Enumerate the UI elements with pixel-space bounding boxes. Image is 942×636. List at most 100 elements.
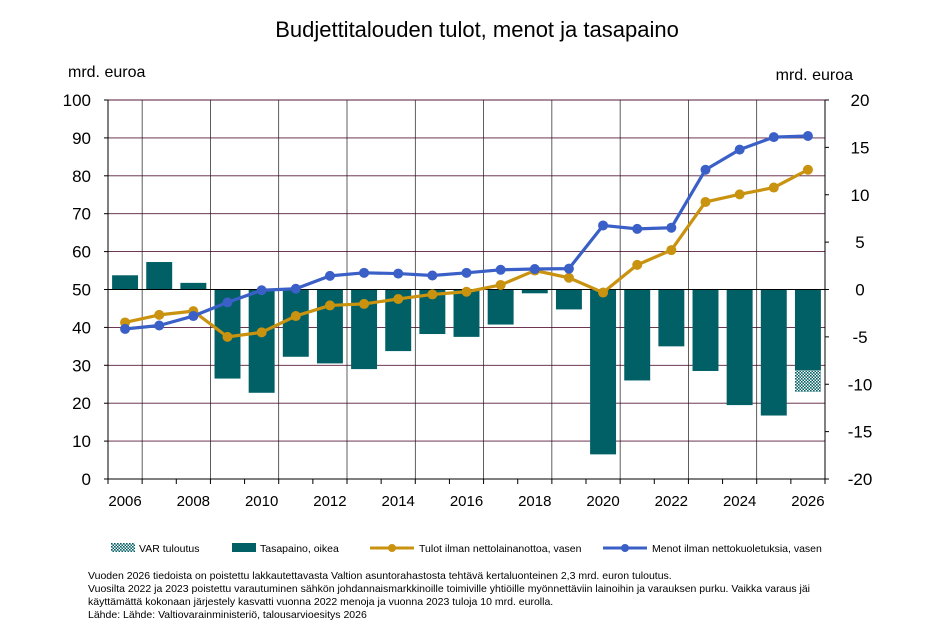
x-tick-label: 2014 — [382, 493, 415, 510]
y-tick-label-left: 0 — [82, 470, 91, 489]
point-expenditure-2019 — [563, 263, 574, 274]
y-tick-label-left: 100 — [63, 91, 91, 110]
point-expenditure-2016 — [461, 267, 472, 278]
x-tick-label: 2010 — [245, 493, 278, 510]
point-expenditure-2009 — [222, 297, 233, 308]
point-expenditure-2020 — [598, 220, 609, 231]
bar-balance-2011 — [282, 289, 309, 357]
footnote-derivatives-2: käyttämättä kokonaan järjestely kasvatti… — [88, 596, 554, 608]
y-tick-label-left: 70 — [72, 205, 91, 224]
legend-item: VAR tuloutus — [111, 543, 200, 555]
legend-swatch-marker — [621, 544, 629, 552]
point-revenue-2007 — [154, 309, 165, 320]
x-tick-label: 2012 — [313, 493, 346, 510]
footnotes: Vuoden 2026 tiedoista on poistettu lakka… — [88, 570, 928, 622]
legend-swatch-balance — [232, 543, 256, 552]
chart: Budjettitalouden tulot, menot ja tasapai… — [63, 17, 873, 555]
y-tick-label-left: 10 — [72, 432, 91, 451]
bar-balance-2017 — [487, 289, 514, 325]
point-expenditure-2010 — [256, 285, 267, 296]
bar-balance-2025 — [760, 289, 787, 416]
legend-item: Tulot ilman nettolainanottoa, vasen — [370, 543, 582, 555]
y-tick-label-left: 80 — [72, 167, 91, 186]
point-expenditure-2011 — [290, 283, 301, 294]
point-expenditure-2008 — [188, 311, 199, 322]
bar-balance-2020 — [590, 289, 617, 455]
chart-title: Budjettitalouden tulot, menot ja tasapai… — [275, 17, 679, 42]
bar-balance-2016 — [453, 289, 480, 337]
bar-balance-2006 — [112, 275, 139, 290]
tick-labels: 0 10 20 30 40 50 60 70 80 90 100 -20 -15 -10 -5 0 5 10 15 2… — [63, 91, 873, 510]
bar-balance-2007 — [146, 262, 173, 290]
point-revenue-2020 — [598, 287, 609, 298]
y-tick-label-right: -15 — [848, 423, 873, 442]
point-revenue-2009 — [222, 331, 233, 342]
x-tick-label: 2018 — [518, 493, 551, 510]
point-expenditure-2021 — [632, 223, 643, 234]
legend: VAR tuloutus Tasapaino, oikea Tulot ilman … — [111, 543, 822, 555]
point-expenditure-2022 — [666, 222, 677, 233]
point-revenue-2015 — [427, 289, 438, 300]
point-revenue-2024 — [734, 189, 745, 200]
point-revenue-2012 — [324, 300, 335, 311]
point-revenue-2014 — [393, 293, 404, 304]
point-expenditure-2018 — [529, 264, 540, 275]
point-revenue-2016 — [461, 286, 472, 297]
point-revenue-2025 — [768, 182, 779, 193]
x-tick-label: 2022 — [655, 493, 688, 510]
y-tick-label-left: 50 — [72, 281, 91, 300]
x-tick-label: 2026 — [791, 493, 824, 510]
point-expenditure-2012 — [324, 270, 335, 281]
x-tick-label: 2016 — [450, 493, 483, 510]
point-revenue-2023 — [700, 196, 711, 207]
bar-var-2026 — [794, 370, 821, 392]
bars — [112, 262, 821, 455]
y-tick-label-right: -5 — [852, 328, 867, 347]
footnote-var: Vuoden 2026 tiedoista on poistettu lakka… — [88, 570, 672, 582]
point-revenue-2019 — [563, 272, 574, 283]
legend-label: Tasapaino, oikea — [260, 543, 339, 555]
y-tick-label-left: 90 — [72, 129, 91, 148]
point-expenditure-2007 — [154, 320, 165, 331]
bar-balance-2024 — [726, 289, 753, 406]
point-expenditure-2023 — [700, 164, 711, 175]
y-tick-label-right: 15 — [851, 138, 870, 157]
point-expenditure-2017 — [495, 264, 506, 275]
bar-balance-2019 — [555, 289, 582, 310]
y-tick-label-left: 30 — [72, 356, 91, 375]
y-tick-label-left: 20 — [72, 394, 91, 413]
point-revenue-2021 — [632, 259, 643, 270]
bar-balance-2022 — [658, 289, 685, 347]
footnote-source: Lähde: Lähde: Valtiovarainministeriö, ta… — [88, 609, 367, 621]
point-revenue-2022 — [666, 245, 677, 256]
bar-balance-2008 — [180, 282, 207, 290]
x-tick-label: 2024 — [723, 493, 756, 510]
point-expenditure-2026 — [802, 131, 813, 142]
point-revenue-2010 — [256, 327, 267, 338]
point-expenditure-2013 — [359, 267, 370, 278]
point-revenue-2017 — [495, 279, 506, 290]
y-tick-label-right: 0 — [855, 281, 864, 300]
lines — [120, 131, 813, 342]
y-axis-left-label: mrd. euroa — [68, 64, 145, 81]
x-tick-label: 2006 — [108, 493, 141, 510]
y-tick-label-right: -10 — [848, 375, 873, 394]
point-expenditure-2015 — [427, 270, 438, 281]
legend-swatch-marker — [388, 544, 396, 552]
bar-balance-2026 — [794, 289, 821, 371]
bar-balance-2021 — [624, 289, 651, 381]
point-revenue-2026 — [802, 164, 813, 175]
legend-swatch-var — [111, 543, 135, 552]
point-expenditure-2006 — [120, 323, 131, 334]
y-tick-label-right: 5 — [855, 233, 864, 252]
x-tick-label: 2020 — [586, 493, 619, 510]
y-tick-label-right: 10 — [851, 186, 870, 205]
legend-label: VAR tuloutus — [139, 543, 200, 555]
point-expenditure-2014 — [393, 268, 404, 279]
y-axis-right-label: mrd. euroa — [776, 67, 853, 84]
y-tick-label-left: 60 — [72, 243, 91, 262]
point-expenditure-2024 — [734, 144, 745, 155]
y-tick-label-right: -20 — [848, 470, 873, 489]
bar-balance-2023 — [692, 289, 719, 371]
y-tick-label-left: 40 — [72, 318, 91, 337]
